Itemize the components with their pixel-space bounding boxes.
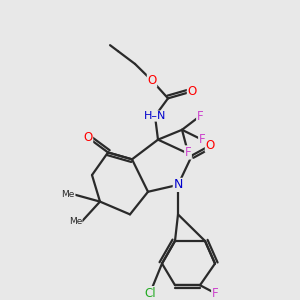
Text: F: F <box>212 286 218 300</box>
Text: H–N: H–N <box>144 111 166 121</box>
Text: Cl: Cl <box>144 286 156 300</box>
Text: Me: Me <box>61 190 75 199</box>
Text: F: F <box>197 110 203 122</box>
Text: N: N <box>173 178 183 191</box>
Text: O: O <box>188 85 196 98</box>
Text: O: O <box>83 131 93 144</box>
Text: F: F <box>185 146 191 159</box>
Text: Me: Me <box>69 217 82 226</box>
Text: O: O <box>147 74 157 87</box>
Text: O: O <box>206 139 214 152</box>
Text: F: F <box>199 133 205 146</box>
